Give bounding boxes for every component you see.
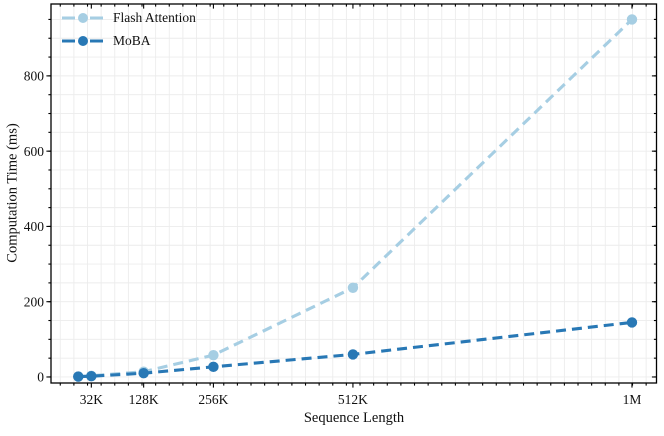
y-tick-label: 600	[24, 144, 45, 159]
legend-marker-moba	[62, 36, 104, 46]
legend-dot	[78, 36, 88, 46]
y-tick-label: 400	[24, 219, 45, 234]
legend-marker-flash-attention	[62, 13, 104, 23]
data-point-moba	[208, 361, 219, 373]
legend-label: MoBA	[113, 33, 151, 48]
data-point-moba	[626, 317, 638, 328]
data-point-moba	[347, 349, 359, 360]
legend-label: Flash Attention	[113, 10, 196, 25]
series-line-flash-attention	[78, 18, 634, 379]
y-tick-label: 800	[24, 68, 45, 83]
x-axis-label: Sequence Length	[303, 410, 405, 426]
data-point-moba	[73, 371, 84, 382]
legend-dot	[78, 13, 88, 23]
y-tick-label: 0	[37, 370, 44, 385]
y-axis-label: Computation Time (ms)	[4, 123, 21, 263]
x-tick-label: 1M	[623, 392, 642, 407]
data-point-flash-attention	[626, 14, 638, 25]
data-point-moba	[86, 371, 97, 382]
legend: Flash Attention MoBA	[62, 7, 196, 52]
x-tick-label: 256K	[198, 392, 228, 407]
plot-border	[50, 3, 658, 384]
y-tick-label: 200	[24, 294, 45, 309]
legend-item-flash-attention: Flash Attention	[62, 7, 196, 29]
x-tick-label: 32K	[80, 392, 104, 407]
legend-item-moba: MoBA	[62, 30, 196, 52]
x-tick-label: 512K	[338, 392, 368, 407]
data-point-flash-attention	[208, 349, 219, 361]
data-point-flash-attention	[347, 282, 359, 293]
series-line-moba	[78, 320, 633, 379]
x-tick-label: 128K	[129, 392, 159, 407]
data-point-moba	[138, 368, 149, 379]
